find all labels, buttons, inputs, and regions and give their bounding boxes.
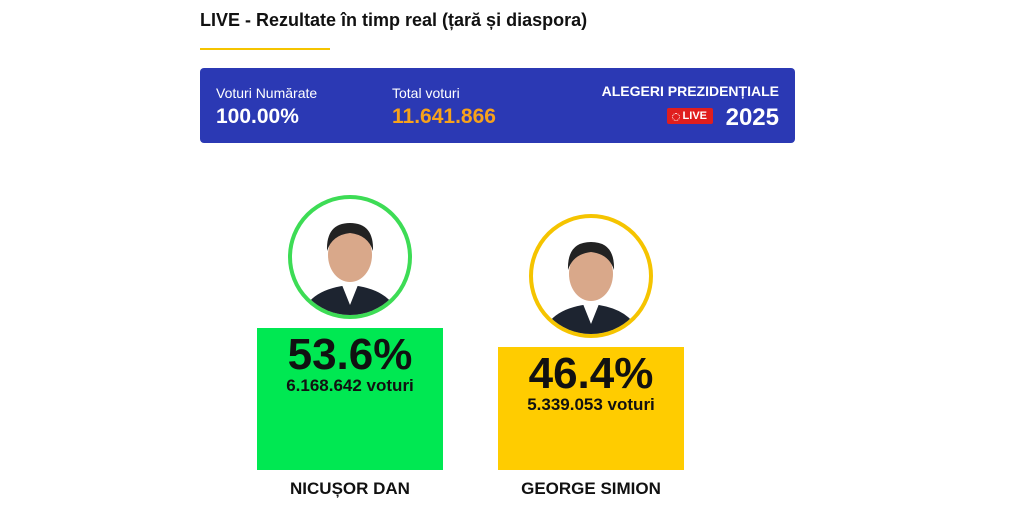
title-underline	[200, 48, 330, 50]
candidate-name: NICUȘOR DAN	[290, 479, 410, 498]
candidate-name: GEORGE SIMION	[521, 479, 661, 498]
year: 2025	[725, 104, 779, 131]
photo-art	[288, 194, 412, 319]
total-label: Total voturi	[392, 85, 460, 101]
counted-label: Voturi Numărate	[216, 85, 318, 101]
counted-value: 100.00%	[216, 105, 299, 128]
votes: 6.168.642 voturi	[286, 375, 414, 395]
percent: 46.4%	[528, 349, 654, 399]
title: LIVE - Rezultate în timp real (țară și d…	[200, 10, 588, 30]
election-title: ALEGERI PREZIDENȚIALE	[601, 83, 779, 99]
candidate-photo	[286, 193, 414, 321]
summary-box: Voturi Numărate 100.00% Total voturi 11.…	[200, 68, 795, 143]
live-badge: LIVE	[666, 108, 713, 124]
bar	[257, 327, 443, 470]
bar	[498, 347, 684, 470]
percent: 53.6%	[287, 329, 413, 379]
candidate-photo	[527, 212, 655, 340]
votes: 5.339.053 voturi	[527, 395, 655, 415]
total-value: 11.641.866	[392, 105, 496, 128]
photo-art	[529, 214, 653, 339]
